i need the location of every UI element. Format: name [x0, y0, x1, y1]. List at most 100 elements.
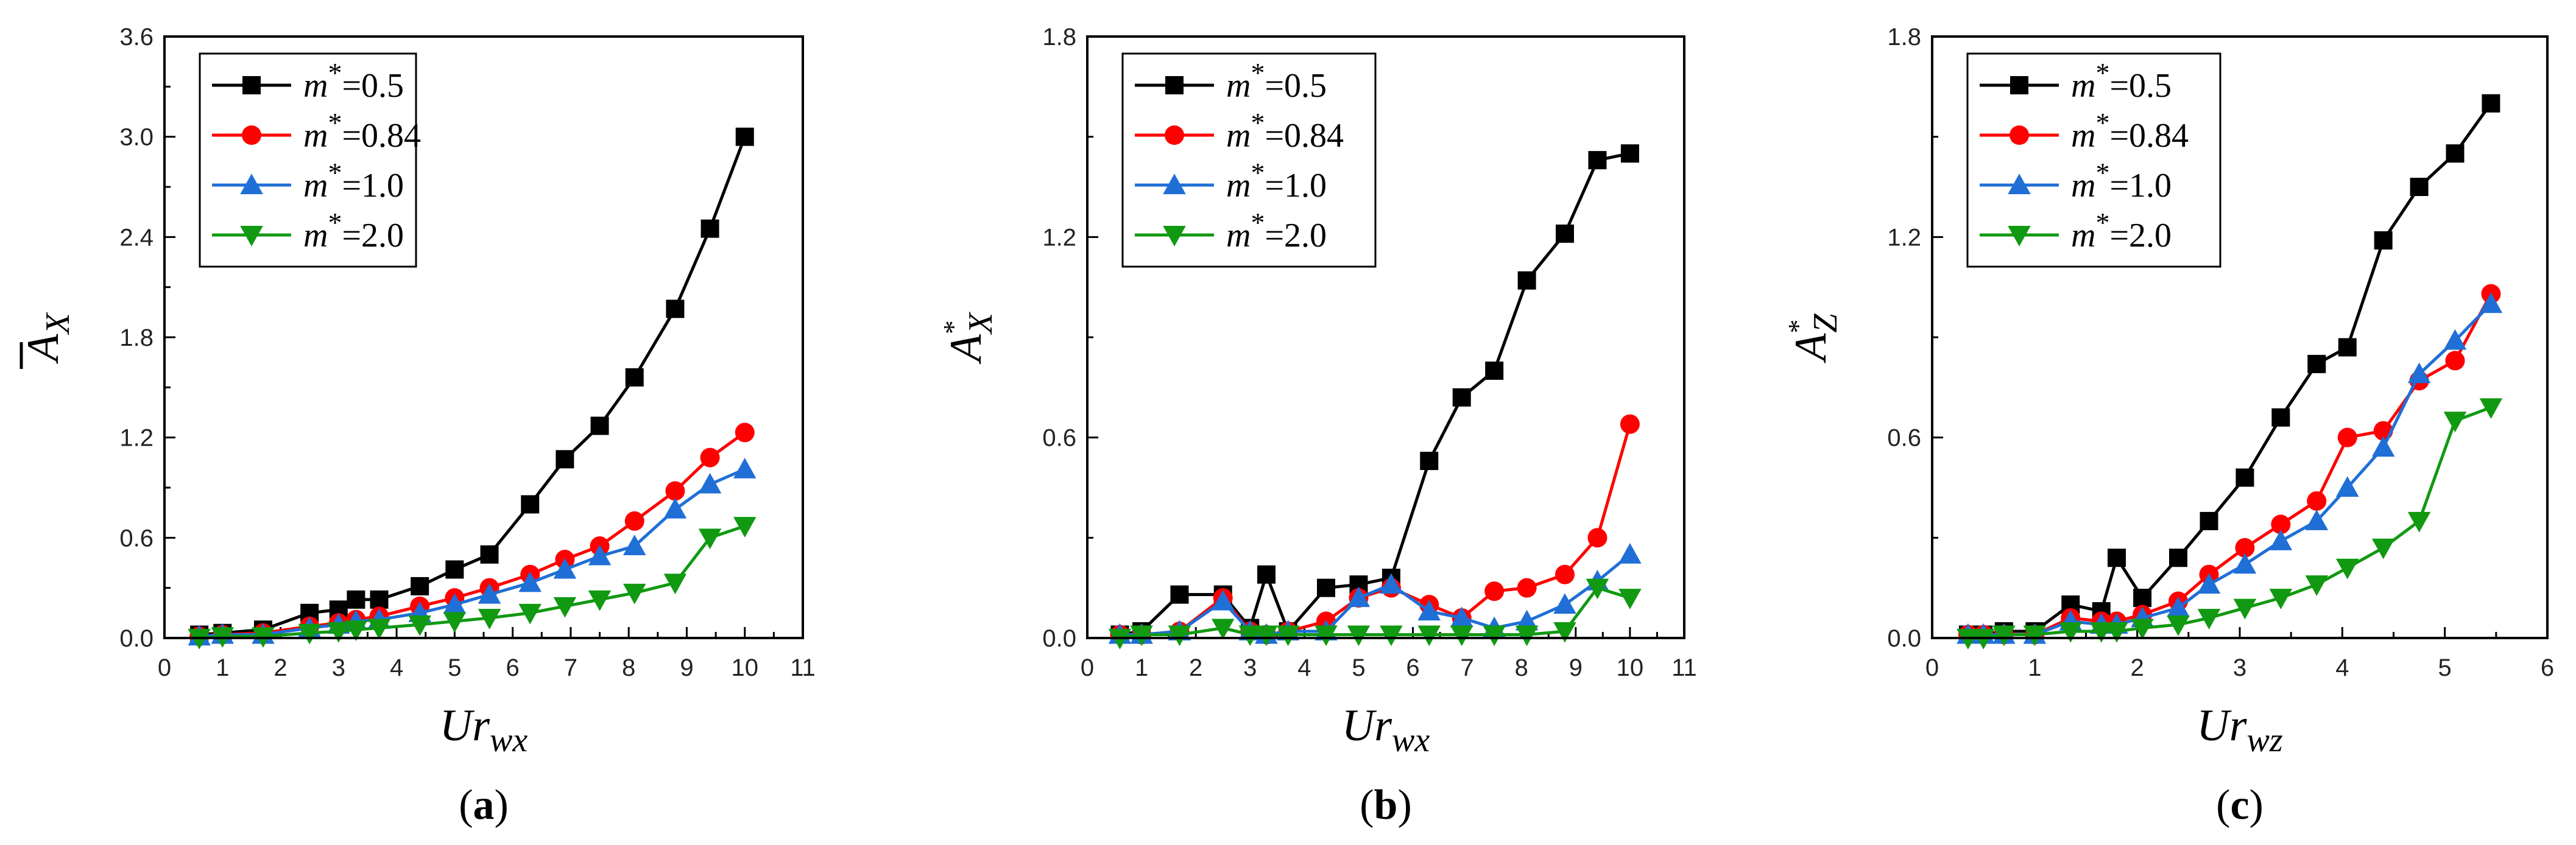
x-tick-label: 2 [273, 654, 287, 681]
data-point [2090, 622, 2113, 643]
data-point [2108, 549, 2126, 567]
x-tick-label: 8 [1515, 654, 1528, 681]
plot-frame [1086, 35, 1685, 639]
legend-label: m*=2.0 [303, 207, 404, 254]
data-point [1170, 585, 1189, 604]
legend-label: m*=0.5 [303, 57, 404, 105]
data-point [1586, 578, 1609, 600]
legend-label: m*=2.0 [2071, 207, 2172, 254]
x-label-sub: wz [2247, 721, 2283, 759]
x-tick-label: 3 [2233, 654, 2246, 681]
x-tick-label: 4 [390, 654, 403, 681]
data-point [445, 560, 464, 579]
data-point [590, 416, 609, 435]
data-point [733, 517, 757, 538]
legend-entry: m*=0.5 [1980, 57, 2172, 105]
series-m*=2.0 [1108, 578, 1642, 650]
y-label-sub: X [962, 311, 1000, 335]
data-point [411, 577, 429, 595]
x-tick-label: 0 [1081, 654, 1094, 681]
legend-entry: m*=1.0 [1980, 157, 2172, 205]
data-point [2410, 178, 2429, 196]
x-tick-label: 3 [1243, 654, 1257, 681]
y-label-sup: * [1782, 319, 1813, 333]
data-point [2371, 436, 2395, 457]
data-point [1992, 625, 2016, 647]
data-point [698, 472, 722, 494]
x-tick-label: 5 [2438, 654, 2452, 681]
data-point [700, 219, 719, 238]
x-axis-label: Urwx [440, 701, 528, 759]
data-point [1211, 589, 1235, 611]
legend-entry: m*=0.5 [212, 57, 404, 105]
data-point [588, 590, 612, 611]
data-point [1553, 593, 1576, 614]
data-point [1517, 271, 1536, 290]
x-tick-label: 9 [1569, 654, 1583, 681]
legend-value: =0.84 [2109, 117, 2189, 155]
legend-symbol: m [1226, 67, 1251, 105]
chart-panel-1: 0 1 2 3 4 5 6 7 8 9 10 110.00.61.21.82.43.03.6m*=0.… [18, 24, 816, 829]
legend-marker [2008, 174, 2031, 194]
data-point [1314, 625, 1338, 647]
y-axis-label: A*Z [1782, 313, 1844, 363]
legend-superscript: * [328, 107, 342, 138]
x-tick-label: 1 [216, 654, 229, 681]
series-m*=0.84 [189, 422, 755, 647]
data-point [2167, 615, 2190, 636]
legend-label: m*=1.0 [303, 157, 404, 205]
legend-box [199, 52, 417, 268]
data-point [733, 458, 757, 479]
panel-label-letter: c [2230, 782, 2249, 829]
x-tick-label: 7 [564, 654, 577, 681]
chart-panel-2: 0 1 2 3 4 5 6 7 8 9 10 110.00.61.21.8m*=0.5m*=0.84m… [937, 24, 1697, 829]
legend-superscript: * [2095, 57, 2109, 88]
legend-entry: m*=1.0 [1135, 157, 1327, 205]
data-point [2269, 589, 2293, 609]
y-tick-label: 0.6 [1887, 425, 1921, 452]
y-label-main: A [1786, 333, 1836, 364]
y-tick-label: 3.0 [119, 124, 154, 151]
x-tick-label: 11 [790, 654, 816, 681]
y-tick-label: 0.6 [1042, 425, 1076, 452]
data-point [1484, 581, 1505, 601]
data-point [663, 497, 687, 519]
legend-entry: m*=2.0 [212, 207, 404, 254]
data-point [553, 597, 577, 618]
data-point [2200, 511, 2218, 530]
data-point [480, 545, 499, 564]
legend-superscript: * [328, 207, 342, 238]
y-tick-label: 1.2 [1042, 224, 1076, 251]
data-point [478, 583, 501, 604]
legend-symbol: m [303, 67, 328, 105]
data-point [2271, 408, 2290, 427]
y-tick-label: 1.2 [119, 425, 154, 452]
data-point [1620, 144, 1639, 163]
series-line [1967, 293, 2493, 637]
data-point [1555, 564, 1575, 584]
legend-label: m*=0.84 [303, 107, 421, 155]
x-axis-label: Urwx [1342, 701, 1430, 759]
legend-label: m*=0.84 [1226, 107, 1344, 155]
y-label-sub: X [39, 312, 77, 335]
x-tick-label: 10 [1617, 654, 1644, 681]
data-point [735, 422, 755, 443]
data-point [408, 615, 431, 636]
legend-marker [2008, 226, 2031, 247]
data-point [1255, 625, 1278, 647]
y-label-main: A [18, 334, 68, 365]
y-tick-label: 1.8 [119, 324, 154, 351]
y-axis-label: A*X [937, 311, 1000, 365]
panel-label-close: ) [1397, 782, 1411, 829]
panel-label-close: ) [2250, 782, 2264, 829]
data-point [518, 603, 542, 625]
data-point [556, 450, 574, 469]
legend-superscript: * [1251, 107, 1265, 138]
x-axis-label: Urwz [2197, 701, 2283, 759]
data-point [1238, 625, 1262, 647]
x-tick-label: 2 [2131, 654, 2144, 681]
data-point [2167, 596, 2190, 617]
x-tick-label: 10 [731, 654, 758, 681]
series-line [199, 524, 746, 640]
x-tick-label: 5 [448, 654, 461, 681]
